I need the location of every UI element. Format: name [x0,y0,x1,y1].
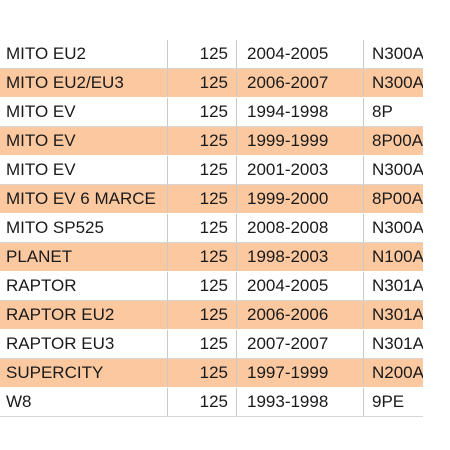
years-cell[interactable]: 1999-2000 [236,184,364,214]
model-cell[interactable]: PLANET [0,242,168,272]
part-code-cell[interactable]: 8P00AA [363,126,423,156]
displacement-cell[interactable]: 125 [167,329,237,359]
model-cell[interactable]: SUPERCITY [0,358,168,388]
part-code-cell[interactable]: 9PE [363,387,423,417]
years-cell[interactable]: 1994-1998 [236,97,364,127]
part-code-cell[interactable]: N300AB [363,213,423,243]
displacement-cell[interactable]: 125 [167,213,237,243]
years-cell[interactable]: 1997-1999 [236,358,364,388]
displacement-cell[interactable]: 125 [167,242,237,272]
part-code-cell[interactable]: N301AB [363,271,423,301]
displacement-cell[interactable]: 125 [167,68,237,98]
part-code-cell[interactable]: 8P [363,97,423,127]
displacement-cell[interactable]: 125 [167,358,237,388]
model-cell[interactable]: MITO EV [0,97,168,127]
displacement-cell[interactable]: 125 [167,126,237,156]
part-code-cell[interactable]: N100AA [363,242,423,272]
model-cell[interactable]: MITO EU2/EU3 [0,68,168,98]
model-cell[interactable]: MITO EU2 [0,40,168,69]
table-row[interactable]: W8 125 1993-1998 9PE [0,387,423,417]
years-cell[interactable]: 1993-1998 [236,387,364,417]
part-code-cell[interactable]: N200AA [363,358,423,388]
displacement-cell[interactable]: 125 [167,300,237,330]
model-cell[interactable]: RAPTOR EU2 [0,300,168,330]
years-cell[interactable]: 2008-2008 [236,213,364,243]
years-cell[interactable]: 2006-2006 [236,300,364,330]
part-code-cell[interactable]: N300AB [363,40,423,69]
displacement-cell[interactable]: 125 [167,40,237,69]
model-cell[interactable]: MITO EV [0,126,168,156]
model-cell[interactable]: MITO SP525 [0,213,168,243]
part-code-cell[interactable]: N300AB [363,68,423,98]
years-cell[interactable]: 2007-2007 [236,329,364,359]
displacement-cell[interactable]: 125 [167,155,237,185]
model-cell[interactable]: RAPTOR EU3 [0,329,168,359]
displacement-cell[interactable]: 125 [167,97,237,127]
years-cell[interactable]: 2006-2007 [236,68,364,98]
part-code-cell[interactable]: N301AB [363,329,423,359]
table-row[interactable]: MITO EV 125 1994-1998 8P [0,97,423,127]
displacement-cell[interactable]: 125 [167,387,237,417]
years-cell[interactable]: 2001-2003 [236,155,364,185]
part-code-cell[interactable]: N300AA/AB [363,155,423,185]
years-cell[interactable]: 1999-1999 [236,126,364,156]
displacement-cell[interactable]: 125 [167,184,237,214]
model-cell[interactable]: MITO EV [0,155,168,185]
part-code-cell[interactable]: N301AB [363,300,423,330]
displacement-cell[interactable]: 125 [167,271,237,301]
years-cell[interactable]: 1998-2003 [236,242,364,272]
model-cell[interactable]: RAPTOR [0,271,168,301]
model-cell[interactable]: W8 [0,387,168,417]
years-cell[interactable]: 2004-2005 [236,40,364,69]
years-cell[interactable]: 2004-2005 [236,271,364,301]
part-code-cell[interactable]: 8P00AB [363,184,423,214]
model-cell[interactable]: MITO EV 6 MARCE [0,184,168,214]
